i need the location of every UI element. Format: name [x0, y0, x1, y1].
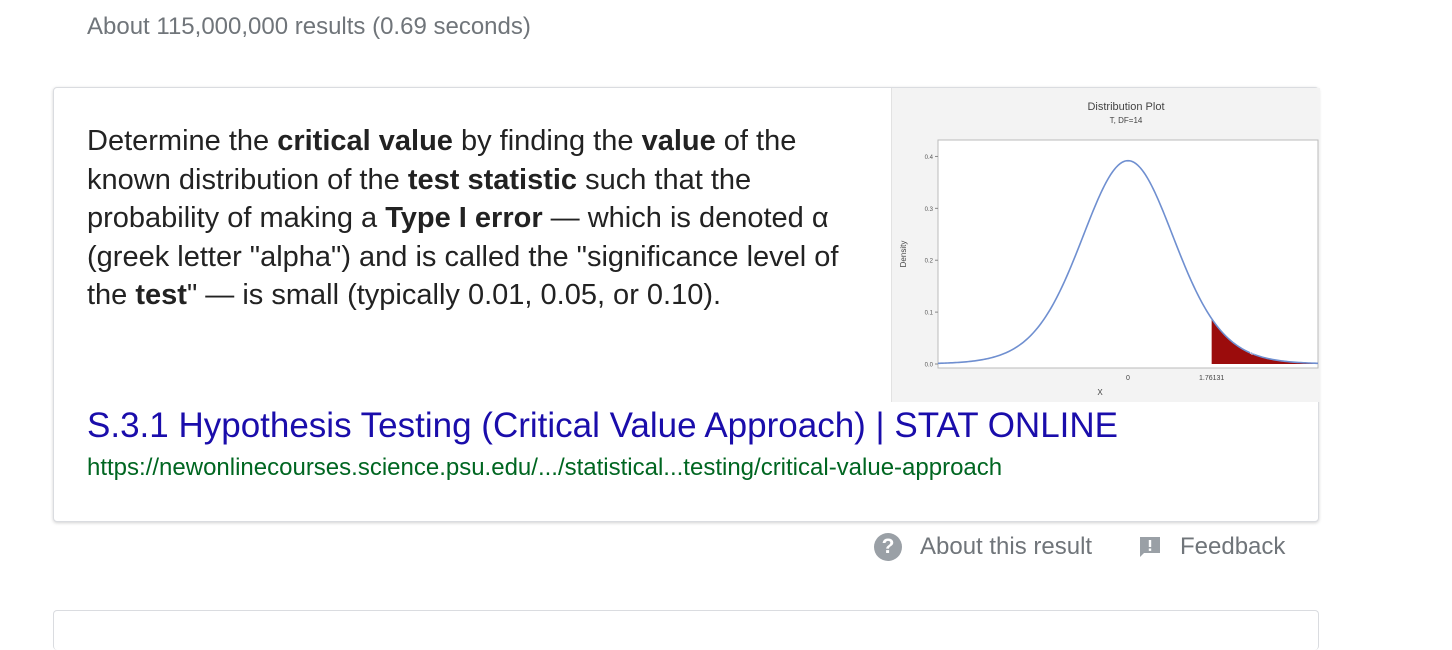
- about-this-result-label: About this result: [920, 533, 1093, 560]
- result-stats: About 115,000,000 results (0.69 seconds): [87, 13, 531, 40]
- feedback-button[interactable]: Feedback: [1138, 530, 1285, 564]
- plot-ylabel: Density: [899, 241, 908, 268]
- y-ticks: 0.4 0.3 0.2 0.1 0.0: [925, 155, 938, 369]
- tail-area: [1211, 318, 1318, 364]
- snippet-text-part: Determine the: [87, 125, 278, 157]
- result-url: https://newonlinecourses.science.psu.edu…: [87, 454, 1003, 481]
- feedback-label: Feedback: [1180, 533, 1286, 560]
- snippet-text-part: — which is denoted α (greek letter "alph…: [87, 202, 839, 311]
- snippet-thumbnail[interactable]: Distribution Plot T, DF=14 Density X 0.4…: [891, 88, 1320, 402]
- plot-xlabel: X: [1097, 388, 1103, 397]
- snippet-text-part: " — is small (typically 0.01, 0.05, or 0…: [186, 279, 722, 311]
- feedback-icon: [1138, 535, 1162, 559]
- snippet-text-part: such that the probability of making a: [87, 163, 752, 235]
- snippet-bold-term: critical value: [277, 125, 453, 157]
- x-tick-critical: 1.76131: [1199, 375, 1224, 382]
- snippet-bold-term: test: [135, 279, 187, 311]
- y-tick-label: 0.0: [925, 363, 934, 369]
- plot-subtitle: T, DF=14: [1110, 116, 1143, 125]
- distribution-plot: Distribution Plot T, DF=14 Density X 0.4…: [892, 88, 1320, 402]
- about-this-result[interactable]: ? About this result: [874, 530, 1092, 564]
- y-tick-label: 0.4: [925, 155, 934, 161]
- snippet-bold-term: value: [641, 125, 716, 157]
- x-tick-zero: 0: [1126, 375, 1130, 382]
- snippet-bold-term: Type I error: [385, 202, 543, 234]
- density-curve: [937, 159, 1319, 365]
- tail-area-label: 0.05: [1250, 350, 1264, 357]
- y-tick-label: 0.3: [925, 207, 934, 213]
- y-tick-label: 0.2: [925, 259, 934, 265]
- snippet-text-part: by finding the: [452, 125, 642, 157]
- snippet-text: Determine the critical value by finding …: [87, 122, 847, 315]
- featured-snippet-card: Determine the critical value by finding …: [53, 87, 1320, 522]
- next-result-card: [53, 610, 1319, 650]
- plot-title: Distribution Plot: [1087, 101, 1164, 113]
- result-title-link[interactable]: S.3.1 Hypothesis Testing (Critical Value…: [87, 406, 1119, 445]
- snippet-bold-term: test statistic: [407, 163, 578, 196]
- snippet-text-part: of the known distribution of the: [87, 125, 797, 196]
- y-tick-label: 0.1: [925, 311, 934, 317]
- plot-area: [937, 139, 1319, 369]
- help-circle-icon: ?: [874, 533, 902, 561]
